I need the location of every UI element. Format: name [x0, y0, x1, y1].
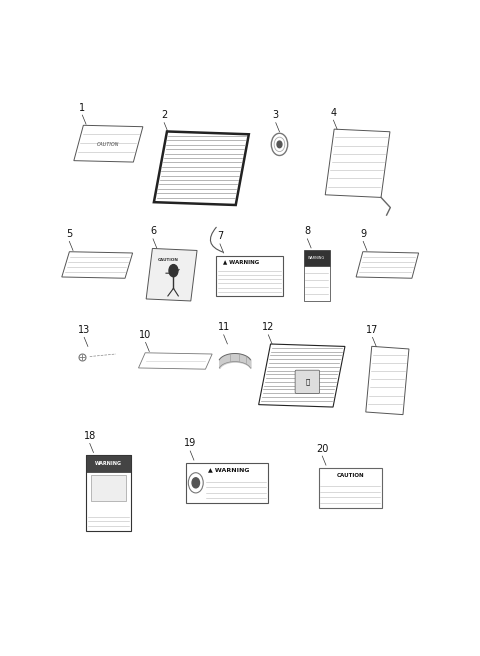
Polygon shape: [319, 468, 382, 508]
Polygon shape: [356, 252, 419, 278]
Text: 9: 9: [360, 229, 366, 239]
Polygon shape: [91, 474, 126, 501]
Text: 10: 10: [139, 330, 152, 340]
Text: 3: 3: [273, 110, 279, 120]
Polygon shape: [146, 249, 197, 301]
Text: ▲ WARNING: ▲ WARNING: [208, 468, 249, 473]
Polygon shape: [186, 462, 268, 503]
Text: 5: 5: [66, 229, 72, 239]
Text: 1: 1: [79, 102, 85, 113]
Text: 🚗: 🚗: [305, 379, 310, 385]
Text: 4: 4: [330, 108, 336, 117]
Polygon shape: [154, 131, 249, 205]
Polygon shape: [366, 346, 409, 415]
Circle shape: [277, 141, 282, 148]
Text: 11: 11: [217, 322, 230, 333]
Polygon shape: [304, 266, 330, 301]
FancyBboxPatch shape: [295, 370, 320, 394]
Text: CAUTION: CAUTION: [97, 142, 120, 147]
Text: 20: 20: [316, 443, 328, 453]
Circle shape: [192, 478, 200, 488]
Text: 18: 18: [84, 431, 96, 441]
Polygon shape: [74, 125, 143, 162]
Polygon shape: [216, 255, 283, 296]
Text: 8: 8: [304, 226, 311, 236]
Circle shape: [169, 264, 178, 277]
Text: 19: 19: [184, 438, 196, 449]
Text: ▲ WARNING: ▲ WARNING: [223, 259, 259, 264]
Polygon shape: [259, 344, 345, 407]
Text: 13: 13: [78, 325, 90, 335]
Text: CAUTION: CAUTION: [336, 473, 364, 478]
Polygon shape: [86, 455, 131, 531]
Text: WARNING: WARNING: [308, 256, 325, 260]
Text: CAUTION: CAUTION: [157, 258, 178, 262]
Polygon shape: [304, 251, 330, 266]
Text: 12: 12: [262, 322, 275, 333]
Text: 7: 7: [217, 232, 223, 241]
Polygon shape: [139, 353, 212, 369]
Polygon shape: [325, 129, 390, 197]
Text: 17: 17: [366, 325, 379, 335]
Polygon shape: [62, 252, 132, 278]
Polygon shape: [86, 455, 131, 472]
Text: 2: 2: [161, 110, 168, 120]
Text: WARNING: WARNING: [95, 461, 122, 466]
Text: 6: 6: [150, 226, 156, 236]
